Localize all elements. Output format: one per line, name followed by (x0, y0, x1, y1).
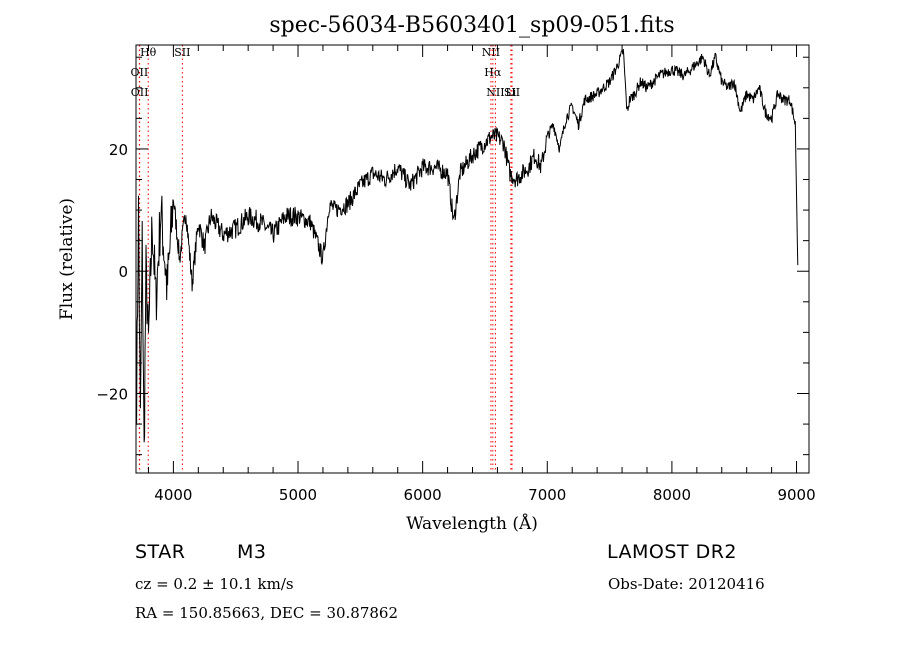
x-tick-label: 8000 (653, 486, 691, 504)
line-marker-label: SII (174, 46, 190, 59)
y-tick-label: 0 (118, 263, 128, 281)
line-marker-label: Hθ (140, 46, 157, 59)
y-tick-label: −20 (96, 386, 128, 404)
x-tick-label: 6000 (404, 486, 442, 504)
x-axis-label: Wavelength (Å) (406, 513, 538, 534)
survey-name: LAMOST DR2 (607, 541, 737, 563)
x-tick-label: 9000 (777, 486, 815, 504)
line-marker-label: Li (505, 86, 516, 99)
object-class: STAR (135, 541, 186, 563)
line-marker-label: NII (482, 46, 500, 59)
line-marker-label: NII (486, 86, 504, 99)
x-tick-label: 4000 (154, 486, 192, 504)
x-tick-label: 7000 (528, 486, 566, 504)
x-tick-label: 5000 (279, 486, 317, 504)
chart-title: spec-56034-B5603401_sp09-051.fits (269, 13, 674, 38)
line-marker-label: SII (504, 86, 520, 99)
y-tick-label: 20 (109, 141, 128, 159)
axis-layer: 4000 5000 6000 7000 8000 9000 −20 0 20 (96, 45, 816, 504)
line-marker-label: OII (131, 86, 149, 99)
obs-date-text: Obs-Date: 20120416 (608, 575, 765, 593)
coords-text: RA = 150.85663, DEC = 30.87862 (135, 604, 399, 622)
plot-frame (135, 44, 810, 474)
redshift-text: cz = 0.2 ± 10.1 km/s (135, 575, 294, 593)
line-marker-label: Hα (484, 66, 502, 79)
y-axis-label: Flux (relative) (57, 198, 77, 320)
spectrum-line (136, 48, 799, 443)
object-subclass: M3 (237, 541, 267, 563)
